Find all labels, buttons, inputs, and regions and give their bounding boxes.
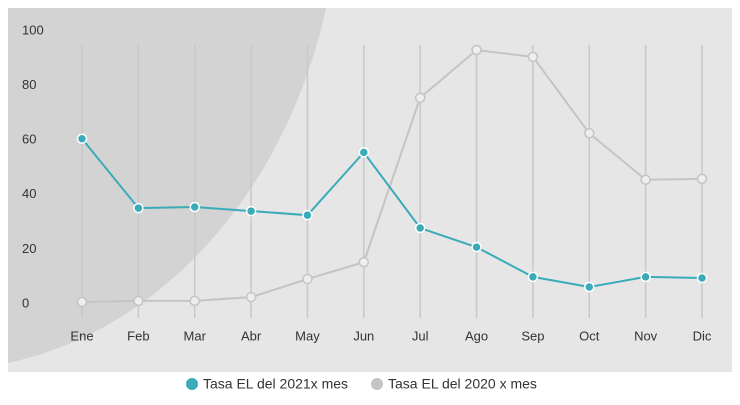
y-tick-label: 100	[22, 22, 44, 37]
legend-label: Tasa EL del 2020 x mes	[388, 376, 537, 392]
point	[302, 273, 313, 285]
point	[414, 92, 426, 104]
point	[640, 174, 651, 185]
point	[696, 272, 708, 284]
x-tick-label: Jul	[412, 328, 429, 343]
point	[584, 281, 595, 293]
legend-label: Tasa EL del 2021x mes	[203, 376, 348, 392]
x-tick-label: Jun	[353, 328, 374, 343]
series-line	[81, 48, 703, 303]
point	[471, 44, 482, 56]
x-tick-label: Feb	[127, 328, 149, 343]
x-tick-label: Dic	[693, 328, 712, 343]
x-tick-label: Ene	[70, 328, 93, 343]
legend-swatch	[371, 378, 384, 390]
x-tick-label: Nov	[634, 328, 658, 343]
point	[189, 295, 200, 307]
point	[76, 296, 88, 308]
series-line	[81, 138, 703, 288]
point	[302, 209, 313, 221]
y-tick-label: 20	[22, 241, 36, 256]
x-tick-label: Mar	[184, 328, 207, 343]
point	[358, 147, 370, 158]
y-tick-label: 0	[22, 295, 29, 310]
point	[358, 256, 370, 268]
legend-swatch	[186, 378, 198, 390]
point	[245, 291, 257, 303]
point	[527, 51, 539, 63]
x-tick-label: Oct	[579, 328, 600, 343]
point	[471, 241, 482, 253]
point	[414, 222, 426, 234]
x-tick-label: May	[295, 328, 320, 343]
decoration	[8, 8, 327, 363]
point	[133, 202, 144, 214]
point	[245, 205, 257, 217]
y-tick-label: 40	[22, 186, 36, 201]
point	[189, 201, 200, 213]
point	[76, 133, 88, 144]
x-tick-label: Sep	[521, 328, 544, 343]
point	[133, 295, 144, 307]
y-tick-label: 60	[22, 132, 36, 147]
point	[640, 271, 651, 283]
point	[696, 173, 708, 185]
x-tick-label: Ago	[465, 328, 488, 343]
point	[527, 271, 539, 283]
x-tick-label: Abr	[241, 328, 262, 343]
y-tick-label: 80	[22, 77, 36, 92]
point	[584, 128, 595, 139]
